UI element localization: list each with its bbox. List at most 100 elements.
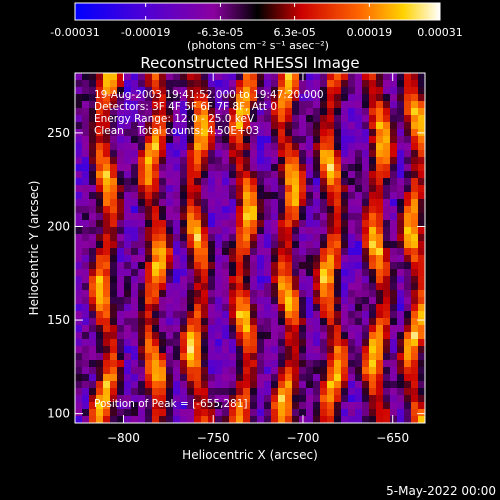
heatmap-cell [285, 395, 293, 403]
heatmap-cell [173, 129, 181, 137]
heatmap-cell [390, 164, 398, 172]
heatmap-cell [271, 395, 279, 403]
heatmap-cell [166, 269, 174, 277]
heatmap-cell [397, 157, 405, 165]
heatmap-cell [313, 311, 321, 319]
heatmap-cell [201, 374, 209, 382]
heatmap-cell [299, 220, 307, 228]
heatmap-cell [110, 269, 118, 277]
heatmap-cell [341, 164, 349, 172]
heatmap-cell [173, 325, 181, 333]
heatmap-cell [159, 325, 167, 333]
heatmap-cell [96, 108, 104, 116]
heatmap-cell [159, 290, 167, 298]
heatmap-cell [131, 318, 139, 326]
heatmap-cell [264, 143, 272, 151]
heatmap-cell [411, 122, 419, 130]
heatmap-cell [138, 241, 146, 249]
heatmap-cell [208, 297, 216, 305]
heatmap-cell [327, 122, 335, 130]
heatmap-cell [159, 318, 167, 326]
heatmap-cell [299, 129, 307, 137]
heatmap-cell [334, 311, 342, 319]
heatmap-cell [411, 409, 419, 417]
heatmap-cell [390, 248, 398, 256]
heatmap-cell [257, 297, 265, 305]
heatmap-cell [96, 164, 104, 172]
heatmap-cell [292, 360, 300, 368]
heatmap-cell [152, 339, 160, 347]
heatmap-cell [152, 353, 160, 361]
heatmap-cell [306, 388, 314, 396]
heatmap-cell [82, 332, 90, 340]
heatmap-cell [187, 346, 195, 354]
heatmap-cell [341, 248, 349, 256]
heatmap-cell [271, 101, 279, 109]
heatmap-cell [110, 178, 118, 186]
heatmap-cell [383, 409, 391, 417]
y-tick-label: 150 [47, 313, 70, 327]
heatmap-cell [82, 94, 90, 102]
heatmap-cell [348, 122, 356, 130]
heatmap-cell [334, 262, 342, 270]
heatmap-cell [152, 367, 160, 375]
heatmap-cell [187, 388, 195, 396]
heatmap-cell [145, 122, 153, 130]
heatmap-cell [320, 402, 328, 410]
heatmap-cell [271, 108, 279, 116]
heatmap-cell [194, 374, 202, 382]
heatmap-cell [250, 136, 258, 144]
heatmap-cell [131, 185, 139, 193]
heatmap-cell [215, 143, 223, 151]
heatmap-cell [285, 213, 293, 221]
heatmap-cell [411, 255, 419, 263]
heatmap-cell [334, 325, 342, 333]
heatmap-cell [327, 304, 335, 312]
heatmap-cell [397, 178, 405, 186]
heatmap-cell [166, 353, 174, 361]
heatmap-cell [124, 395, 132, 403]
heatmap-cell [236, 220, 244, 228]
heatmap-cell [208, 388, 216, 396]
heatmap-cell [383, 311, 391, 319]
heatmap-cell [383, 178, 391, 186]
heatmap-cell [362, 297, 370, 305]
heatmap-cell [243, 94, 251, 102]
heatmap-cell [299, 325, 307, 333]
heatmap-cell [418, 115, 426, 123]
heatmap-cell [334, 94, 342, 102]
heatmap-cell [236, 87, 244, 95]
heatmap-cell [320, 395, 328, 403]
heatmap-cell [418, 416, 426, 424]
heatmap-cell [334, 353, 342, 361]
heatmap-cell [229, 262, 237, 270]
heatmap-cell [362, 241, 370, 249]
heatmap-cell [362, 402, 370, 410]
heatmap-cell [215, 171, 223, 179]
heatmap-cell [404, 367, 412, 375]
heatmap-cell [236, 276, 244, 284]
heatmap-cell [187, 290, 195, 298]
heatmap-cell [187, 157, 195, 165]
heatmap-cell [159, 262, 167, 270]
heatmap-cell [271, 276, 279, 284]
info-time-range: 19-Aug-2003 19:41:52.000 to 19:47:20.000 [94, 89, 324, 101]
heatmap-cell [145, 87, 153, 95]
heatmap-cell [229, 73, 237, 81]
heatmap-cell [236, 73, 244, 81]
heatmap-cell [327, 388, 335, 396]
heatmap-cell [103, 283, 111, 291]
heatmap-cell [390, 136, 398, 144]
heatmap-cell [383, 395, 391, 403]
heatmap-cell [264, 136, 272, 144]
heatmap-cell [96, 171, 104, 179]
heatmap-cell [313, 290, 321, 298]
heatmap-cell [334, 248, 342, 256]
heatmap-cell [117, 276, 125, 284]
heatmap-cell [138, 101, 146, 109]
heatmap-cell [376, 325, 384, 333]
heatmap-cell [152, 409, 160, 417]
heatmap-cell [334, 234, 342, 242]
heatmap-cell [418, 339, 426, 347]
heatmap-cell [397, 94, 405, 102]
